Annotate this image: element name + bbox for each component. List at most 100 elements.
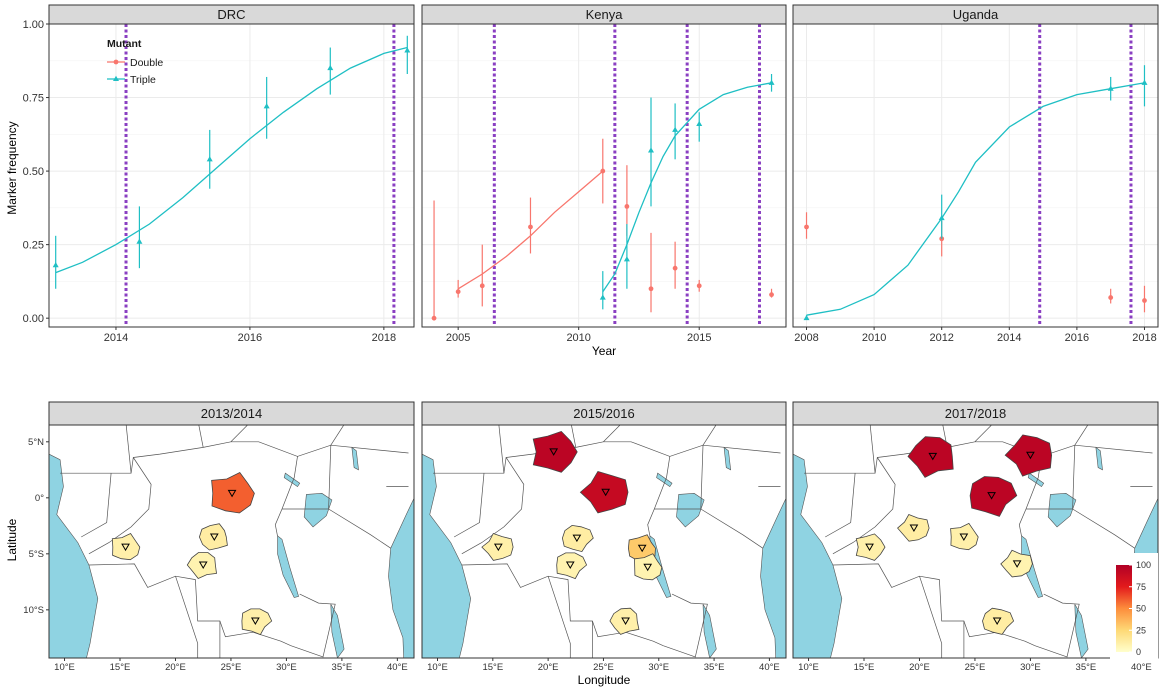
x-tick-label: 2008	[794, 332, 818, 344]
x-tick-label: 40°E	[387, 662, 408, 673]
country-border	[175, 576, 199, 658]
plot-background	[49, 24, 414, 327]
country-border	[88, 563, 292, 647]
province-region	[950, 522, 979, 551]
x-tick-label: 15°E	[482, 662, 503, 673]
colorbar: 100 75 50 25 0	[1110, 553, 1158, 662]
lake-albert	[283, 472, 301, 488]
map-panels: 2013/2014 10°E 15°E 20°E 25°E 30°E 35°E 40°E 5°N…	[23, 401, 1159, 673]
lake-victoria	[676, 493, 705, 528]
panel-border	[421, 23, 787, 328]
legend-key-symbol	[113, 75, 119, 81]
x-tick-label: 20°E	[909, 662, 930, 673]
x-tick-label: 2016	[1065, 332, 1089, 344]
sampling-site-marker	[601, 488, 611, 497]
data-point	[672, 265, 678, 271]
panel-drc: DRC 2014 2016 2018 0.00 0.25 0.50 0.75 1.00 Mutan…	[23, 4, 415, 344]
sampling-site-marker	[1026, 451, 1035, 460]
ocean-east	[760, 497, 786, 658]
y-tick-label: 0.50	[23, 166, 44, 178]
data-point	[136, 238, 143, 244]
x-tick-label: 40°E	[1131, 662, 1152, 673]
panel-border	[421, 424, 787, 659]
y-tick-label: 1.00	[23, 19, 44, 31]
lake-albert	[1027, 472, 1045, 488]
sampling-site-marker	[909, 524, 919, 533]
sampling-site-marker	[121, 543, 130, 552]
y-tick-label: 10°S	[23, 605, 44, 616]
panel-title: 2013/2014	[201, 406, 262, 421]
map-panel: 2013/2014 10°E 15°E 20°E 25°E 30°E 35°E 40°E 5°N…	[23, 401, 415, 673]
y-tick-label: 0°	[35, 493, 44, 504]
data-point	[648, 286, 654, 292]
colorbar-tick-label: 0	[1136, 647, 1141, 657]
colorbar-tick-label: 25	[1136, 625, 1146, 635]
sampling-site-marker	[865, 543, 874, 552]
province-region	[111, 532, 141, 561]
province-region	[561, 524, 594, 553]
lake-turkana	[1095, 446, 1103, 471]
lake-malawi	[1074, 604, 1089, 658]
fit-curve	[55, 46, 408, 274]
country-border	[1026, 445, 1076, 510]
map-y-axis-label: Latitude	[5, 518, 19, 561]
legend-title: Mutant	[107, 38, 142, 50]
line-charts: DRC 2014 2016 2018 0.00 0.25 0.50 0.75 1.00 Mutan…	[23, 4, 1159, 344]
y-tick-label: 5°S	[29, 549, 44, 560]
x-tick-label: 40°E	[759, 662, 780, 673]
country-border	[498, 425, 505, 474]
data-point	[263, 103, 270, 109]
country-border	[1034, 593, 1080, 658]
data-point	[623, 256, 630, 262]
country-border	[919, 576, 943, 658]
sampling-site-marker	[565, 561, 575, 570]
x-tick-label: 30°E	[648, 662, 669, 673]
x-tick-label: 2010	[566, 332, 590, 344]
sampling-site-marker	[572, 534, 582, 543]
country-border	[1074, 425, 1089, 446]
x-tick-label: 2015	[687, 332, 711, 344]
province-region	[907, 436, 954, 478]
country-border	[825, 473, 856, 538]
country-border	[125, 425, 132, 474]
data-point	[455, 289, 461, 295]
x-tick-label: 35°E	[332, 662, 353, 673]
data-point	[696, 120, 703, 127]
panel-kenya: Kenya 2005 2010 2015	[421, 4, 787, 344]
lake-malawi	[330, 604, 345, 658]
province-region	[481, 533, 514, 561]
fit-curve	[806, 82, 1145, 316]
panel-title: DRC	[217, 7, 245, 22]
y-tick-label: 0.25	[23, 240, 44, 252]
sampling-site-marker	[928, 452, 938, 461]
panel-border	[48, 23, 415, 328]
country-border	[230, 425, 249, 443]
data-point	[696, 283, 702, 289]
country-border	[433, 441, 781, 474]
land	[422, 425, 786, 658]
map-body	[422, 425, 786, 658]
x-tick-label: 2018	[1132, 332, 1156, 344]
sampling-site-marker	[1012, 560, 1022, 568]
sampling-site-marker	[621, 617, 630, 626]
panel-title: 2015/2016	[573, 406, 634, 421]
sampling-site-marker	[493, 543, 503, 552]
country-border	[60, 441, 409, 474]
country-border	[974, 425, 993, 443]
x-tick-label: 2005	[446, 332, 470, 344]
ocean-east	[388, 497, 414, 658]
plot-background	[793, 24, 1158, 327]
data-point	[939, 236, 945, 242]
map-x-axis-label: Longitude	[578, 673, 631, 687]
country-border	[81, 473, 112, 538]
province-region	[969, 476, 1018, 517]
country-border	[654, 445, 704, 510]
country-border	[603, 425, 621, 443]
colorbar-tick-label: 100	[1136, 560, 1151, 570]
country-border	[461, 563, 664, 647]
x-tick-label: 25°E	[965, 662, 986, 673]
x-tick-label: 35°E	[704, 662, 725, 673]
x-tick-label: 2014	[104, 332, 128, 344]
data-point	[206, 156, 213, 162]
sampling-site-marker	[987, 492, 996, 500]
